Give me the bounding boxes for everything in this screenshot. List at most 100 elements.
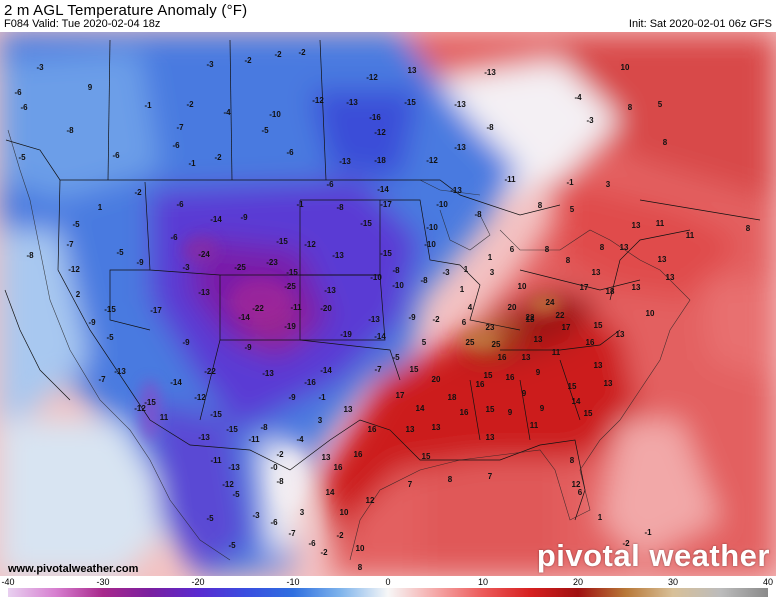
anomaly-value: -24 xyxy=(198,250,210,259)
anomaly-value: -4 xyxy=(223,108,231,117)
anomaly-value: -5 xyxy=(232,490,240,499)
anomaly-value: 13 xyxy=(534,335,543,344)
scale-tick: 20 xyxy=(572,577,584,587)
anomaly-value: -2 xyxy=(244,56,252,65)
anomaly-value: 13 xyxy=(632,221,641,230)
anomaly-value: -14 xyxy=(210,215,222,224)
anomaly-value: 9 xyxy=(536,368,541,377)
anomaly-value: -15 xyxy=(276,237,288,246)
anomaly-value: -7 xyxy=(98,375,106,384)
anomaly-value: -12 xyxy=(312,96,324,105)
anomaly-value: 13 xyxy=(616,330,625,339)
anomaly-value: -1 xyxy=(644,528,652,537)
anomaly-value: 7 xyxy=(488,472,493,481)
anomaly-value: -14 xyxy=(238,313,250,322)
anomaly-value: 18 xyxy=(606,287,615,296)
anomaly-value: -16 xyxy=(304,378,316,387)
anomaly-value: -13 xyxy=(450,186,462,195)
anomaly-value: 13 xyxy=(522,353,531,362)
anomaly-value: 8 xyxy=(545,245,550,254)
anomaly-value: -13 xyxy=(114,367,126,376)
anomaly-value: -25 xyxy=(284,282,296,291)
anomaly-value: -8 xyxy=(392,266,400,275)
anomaly-value: -11 xyxy=(248,435,260,444)
anomaly-value: 12 xyxy=(366,496,375,505)
scale-tick: -40 xyxy=(1,577,15,587)
anomaly-value: -2 xyxy=(298,48,306,57)
anomaly-value: -8 xyxy=(474,210,482,219)
anomaly-value: 22 xyxy=(556,311,565,320)
anomaly-value: 10 xyxy=(621,63,630,72)
anomaly-value: -13 xyxy=(346,98,358,107)
anomaly-value: -3 xyxy=(36,63,44,72)
anomaly-value: -13 xyxy=(454,143,466,152)
anomaly-value: 18 xyxy=(448,393,457,402)
anomaly-value: -1 xyxy=(566,178,574,187)
anomaly-value: -6 xyxy=(326,180,334,189)
anomaly-value: 5 xyxy=(570,205,575,214)
anomaly-value: 16 xyxy=(586,338,595,347)
anomaly-value: -6 xyxy=(176,200,184,209)
anomaly-value: -3 xyxy=(586,116,594,125)
anomaly-value: -13 xyxy=(368,315,380,324)
coastlines xyxy=(7,129,691,561)
anomaly-value: -5 xyxy=(392,353,400,362)
anomaly-value: 1 xyxy=(464,265,469,274)
anomaly-value: 8 xyxy=(600,243,605,252)
anomaly-value: 6 xyxy=(462,318,467,327)
anomaly-value: -2 xyxy=(134,188,142,197)
anomaly-map[interactable]: -6 -3 9 -3 -2 -2 -2 13 -13 10 -6 -1 -2 -4 -10 -12 -12 -13… xyxy=(0,32,776,576)
anomaly-value: 10 xyxy=(340,508,349,517)
scale-tick: 10 xyxy=(477,577,489,587)
anomaly-value: -9 xyxy=(182,338,190,347)
anomaly-value: -6 xyxy=(14,88,22,97)
anomaly-value: 24 xyxy=(546,298,555,307)
scale-tick: -10 xyxy=(286,577,300,587)
anomaly-value: -8 xyxy=(276,477,284,486)
anomaly-value: -5 xyxy=(18,153,26,162)
anomaly-value: -9 xyxy=(240,213,248,222)
anomaly-value: 13 xyxy=(526,315,535,324)
anomaly-value: -9 xyxy=(136,258,144,267)
anomaly-value: 14 xyxy=(416,404,425,413)
anomaly-value: 13 xyxy=(604,379,613,388)
anomaly-value: 1 xyxy=(98,203,103,212)
anomaly-value: -15 xyxy=(360,219,372,228)
anomaly-value: -15 xyxy=(210,410,222,419)
anomaly-value: 22 xyxy=(526,313,535,322)
anomaly-value: -13 xyxy=(262,369,274,378)
anomaly-value: -12 xyxy=(68,265,80,274)
anomaly-value: 13 xyxy=(344,405,353,414)
anomaly-value: -8 xyxy=(260,423,268,432)
anomaly-value: 16 xyxy=(334,463,343,472)
anomaly-value: -9 xyxy=(88,318,96,327)
anomaly-field xyxy=(0,32,776,576)
anomaly-value: -2 xyxy=(336,531,344,540)
site-url[interactable]: www.pivotalweather.com xyxy=(8,563,139,575)
anomaly-value: 25 xyxy=(466,338,475,347)
anomaly-value: -15 xyxy=(226,425,238,434)
anomaly-value: -5 xyxy=(261,126,269,135)
anomaly-value: 9 xyxy=(522,389,527,398)
anomaly-value: 4 xyxy=(468,303,473,312)
anomaly-value: 8 xyxy=(538,201,543,210)
anomaly-value: 8 xyxy=(448,475,453,484)
anomaly-value: -22 xyxy=(252,304,264,313)
anomaly-value: -23 xyxy=(266,258,278,267)
anomaly-value: 23 xyxy=(486,323,495,332)
anomaly-value: 8 xyxy=(663,138,668,147)
anomaly-value: -22 xyxy=(204,367,216,376)
anomaly-value: -12 xyxy=(374,128,386,137)
anomaly-value: -18 xyxy=(374,156,386,165)
color-scale: -40 -30 -20 -10 0 10 20 30 40 xyxy=(0,577,776,600)
anomaly-value: -7 xyxy=(374,365,382,374)
anomaly-value: -12 xyxy=(222,480,234,489)
political-borders xyxy=(4,39,761,521)
anomaly-value: 13 xyxy=(620,243,629,252)
anomaly-value: -15 xyxy=(144,398,156,407)
anomaly-value: 12 xyxy=(572,480,581,489)
anomaly-value: -15 xyxy=(104,305,116,314)
anomaly-value: 5 xyxy=(658,100,663,109)
anomaly-value: 14 xyxy=(572,397,581,406)
anomaly-value: -15 xyxy=(380,249,392,258)
